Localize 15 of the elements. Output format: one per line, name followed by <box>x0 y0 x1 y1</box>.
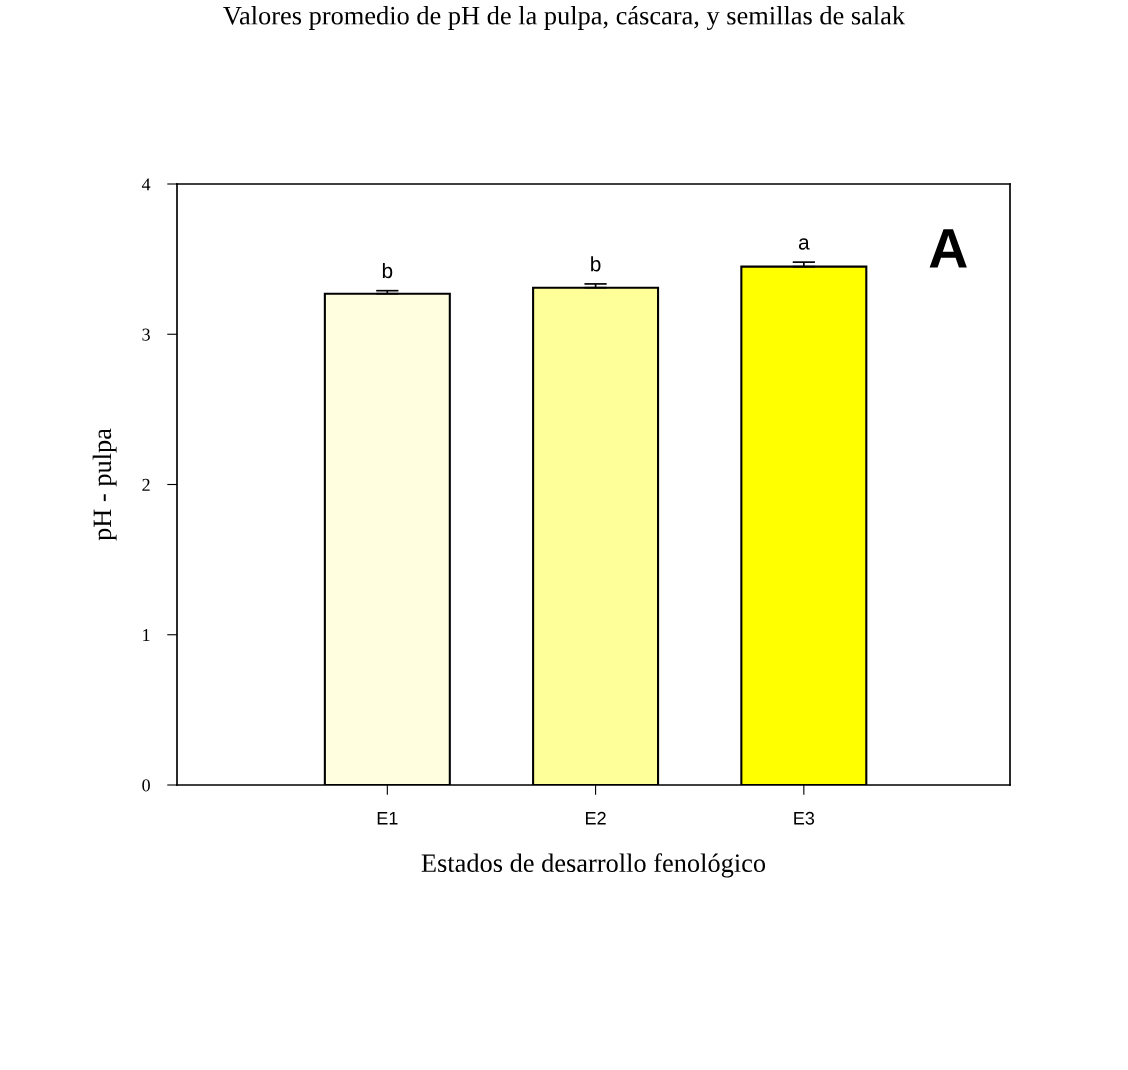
y-tick-label: 2 <box>142 478 150 491</box>
annotation: A <box>929 229 967 268</box>
y-tick-label: 4 <box>141 178 151 191</box>
x-tick-label: E3 <box>794 811 815 825</box>
annotation: b <box>382 262 393 279</box>
chart-title: Valores promedio de pH de la pulpa, cáscara, y semillas de salak <box>223 5 906 31</box>
y-axis-title: pH - pulpa <box>92 428 117 541</box>
y-tick-label: 3 <box>142 328 150 341</box>
x-tick-label: E1 <box>377 812 398 825</box>
x-axis-title: Estados de desarrollo fenológico <box>421 853 766 878</box>
y-tick-label: 1 <box>143 629 150 642</box>
annotation: b <box>591 256 601 272</box>
x-tick-label: E2 <box>586 811 606 825</box>
annotation: a <box>798 238 810 250</box>
y-tick-label: 0 <box>142 779 150 792</box>
